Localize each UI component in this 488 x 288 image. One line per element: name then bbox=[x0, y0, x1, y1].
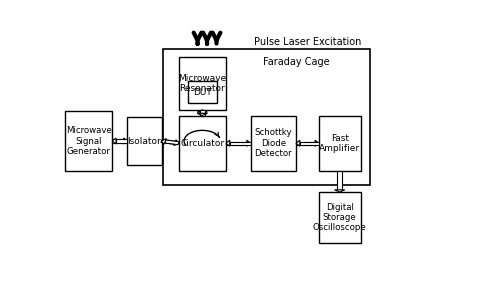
Polygon shape bbox=[197, 113, 207, 115]
Bar bbox=[318, 115, 360, 171]
Polygon shape bbox=[112, 138, 116, 144]
Polygon shape bbox=[123, 138, 127, 144]
Bar bbox=[250, 115, 296, 171]
Polygon shape bbox=[314, 140, 318, 146]
Polygon shape bbox=[173, 140, 178, 146]
Bar bbox=[178, 57, 225, 110]
Text: Faraday Cage: Faraday Cage bbox=[262, 57, 329, 67]
Bar bbox=[318, 192, 360, 243]
Bar bbox=[127, 117, 161, 165]
Polygon shape bbox=[246, 140, 250, 146]
Bar bbox=[178, 115, 225, 171]
Text: Schottky
Diode
Detector: Schottky Diode Detector bbox=[254, 128, 291, 158]
Text: DUT: DUT bbox=[193, 88, 211, 97]
Polygon shape bbox=[161, 139, 166, 144]
Polygon shape bbox=[334, 190, 344, 192]
Polygon shape bbox=[296, 140, 299, 146]
Polygon shape bbox=[112, 139, 123, 143]
Text: Pulse Laser Excitation: Pulse Laser Excitation bbox=[254, 37, 361, 47]
Polygon shape bbox=[116, 139, 127, 143]
Bar bbox=[163, 49, 369, 185]
Polygon shape bbox=[161, 139, 175, 144]
Polygon shape bbox=[164, 140, 179, 145]
Text: Microwave
Resonator: Microwave Resonator bbox=[178, 74, 226, 93]
Polygon shape bbox=[296, 142, 314, 145]
Polygon shape bbox=[299, 142, 318, 145]
Text: Microwave
Signal
Generator: Microwave Signal Generator bbox=[65, 126, 111, 156]
Polygon shape bbox=[199, 112, 204, 115]
Text: Circulator: Circulator bbox=[180, 139, 224, 148]
Bar bbox=[65, 111, 112, 171]
Polygon shape bbox=[229, 142, 250, 145]
Text: Fast
Amplifier: Fast Amplifier bbox=[319, 134, 360, 153]
Polygon shape bbox=[225, 142, 246, 145]
Polygon shape bbox=[199, 110, 204, 113]
Text: Isolator: Isolator bbox=[127, 137, 161, 145]
Polygon shape bbox=[197, 110, 207, 112]
Polygon shape bbox=[225, 140, 229, 146]
Text: Digital
Storage
Oscilloscope: Digital Storage Oscilloscope bbox=[312, 203, 366, 232]
Polygon shape bbox=[336, 171, 342, 190]
Bar bbox=[188, 81, 216, 103]
